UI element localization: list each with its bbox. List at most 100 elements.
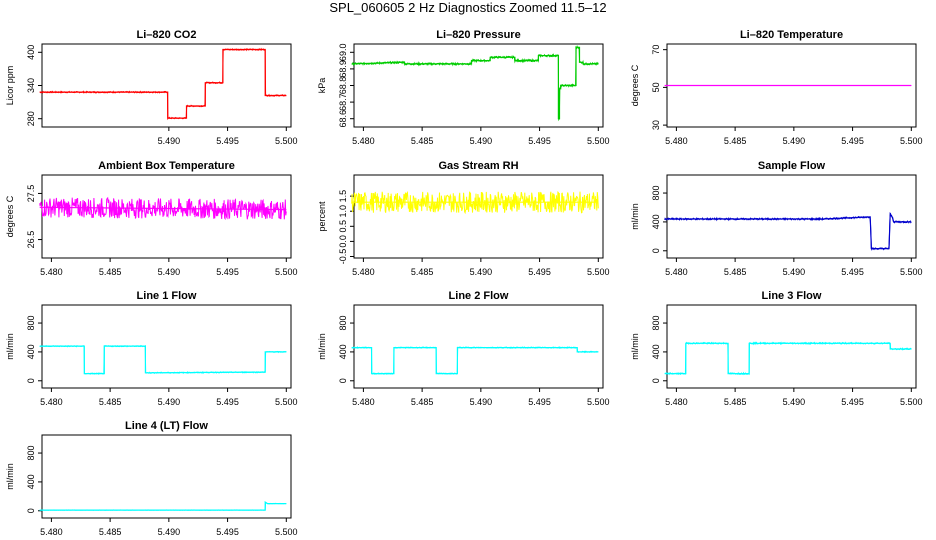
y-axis-label: Licor ppm xyxy=(5,66,15,106)
y-tick-label: 400 xyxy=(338,344,348,359)
x-tick-label: 5.480 xyxy=(665,136,688,146)
x-tick-label: 5.490 xyxy=(470,397,493,407)
x-tick-label: 5.485 xyxy=(99,267,122,277)
x-tick-label: 5.480 xyxy=(352,397,375,407)
x-tick-label: 5.500 xyxy=(900,136,923,146)
x-tick-label: 5.500 xyxy=(275,397,298,407)
y-tick-label: 0.0 xyxy=(338,235,348,248)
x-tick-label: 5.495 xyxy=(841,397,864,407)
plot-frame xyxy=(666,304,917,389)
y-tick-label: 800 xyxy=(26,316,36,331)
plot-frame xyxy=(353,304,604,389)
chart-title: Ambient Box Temperature xyxy=(98,160,235,172)
y-tick-label: 280 xyxy=(26,111,36,126)
x-tick-label: 5.490 xyxy=(158,397,181,407)
x-tick-label: 5.485 xyxy=(724,136,747,146)
chart-title: Line 1 Flow xyxy=(137,290,197,302)
x-tick-label: 5.495 xyxy=(216,397,239,407)
x-tick-label: 5.480 xyxy=(40,527,63,537)
x-tick-label: 5.500 xyxy=(587,267,610,277)
y-tick-label: 0 xyxy=(651,248,661,253)
x-tick-label: 5.500 xyxy=(900,397,923,407)
chart-panel-2: Li–820 Pressure kPa 5.480 5.485 5.490 5.495 5.… xyxy=(317,29,610,146)
chart-panel-8: Line 2 Flow ml/min 5.480 5.485 5.490 5.495 5.5… xyxy=(317,290,610,407)
x-tick-label: 5.485 xyxy=(724,397,747,407)
series-line xyxy=(39,196,287,221)
x-tick-label: 5.495 xyxy=(528,136,551,146)
series-line xyxy=(664,341,912,376)
y-tick-label: -0.5 xyxy=(338,249,348,265)
x-tick-label: 5.495 xyxy=(841,267,864,277)
series-line xyxy=(664,212,912,251)
y-tick-label: 68.9 xyxy=(338,60,348,78)
x-tick-label: 5.485 xyxy=(411,397,434,407)
chart-title: Li–820 Pressure xyxy=(436,29,520,41)
x-tick-label: 5.490 xyxy=(470,267,493,277)
y-axis-label: percent xyxy=(317,201,327,232)
x-tick-label: 5.480 xyxy=(40,267,63,277)
y-axis-label: ml/min xyxy=(5,333,15,360)
plot-frame xyxy=(353,174,604,259)
x-tick-label: 5.500 xyxy=(900,267,923,277)
series-line-base xyxy=(351,347,599,375)
y-tick-label: 27.5 xyxy=(26,185,36,203)
y-tick-label: 68.7 xyxy=(338,93,348,111)
plot-frame xyxy=(41,174,292,259)
series-line-base xyxy=(39,48,287,119)
y-tick-label: 30 xyxy=(651,120,661,130)
y-tick-label: 400 xyxy=(26,45,36,60)
series-line xyxy=(351,45,599,122)
chart-title: Line 2 Flow xyxy=(449,290,509,302)
x-tick-label: 5.500 xyxy=(275,136,298,146)
y-tick-label: 0 xyxy=(26,378,36,383)
series-line xyxy=(351,190,599,215)
x-tick-label: 5.490 xyxy=(783,267,806,277)
y-tick-label: 26.5 xyxy=(26,231,36,249)
x-tick-label: 5.490 xyxy=(158,136,181,146)
y-axis-label: ml/min xyxy=(317,333,327,360)
y-axis-label: ml/min xyxy=(630,333,640,360)
y-tick-label: 0 xyxy=(651,378,661,383)
y-axis-label: ml/min xyxy=(630,203,640,230)
figure-title: SPL_060605 2 Hz Diagnostics Zoomed 11.5–… xyxy=(329,0,607,15)
plot-frame xyxy=(41,43,292,128)
y-tick-label: 340 xyxy=(26,78,36,93)
series-line-base xyxy=(664,342,912,375)
x-tick-label: 5.485 xyxy=(99,397,122,407)
y-tick-label: 1.5 xyxy=(338,190,348,203)
chart-panel-1: Li–820 CO2 Licor ppm 5.490 5.495 5.500 280 340… xyxy=(5,29,298,146)
x-tick-label: 5.485 xyxy=(99,527,122,537)
chart-panel-3: Li–820 Temperature degrees C 5.480 5.485 5.4… xyxy=(630,29,923,146)
x-tick-label: 5.485 xyxy=(411,136,434,146)
chart-title: Li–820 Temperature xyxy=(740,29,843,41)
y-tick-label: 400 xyxy=(26,344,36,359)
x-tick-label: 5.480 xyxy=(40,397,63,407)
x-tick-label: 5.495 xyxy=(216,267,239,277)
y-tick-label: 800 xyxy=(26,446,36,461)
y-tick-label: 0 xyxy=(338,378,348,383)
x-tick-label: 5.480 xyxy=(352,136,375,146)
x-tick-label: 5.495 xyxy=(216,527,239,537)
y-axis-label: degrees C xyxy=(5,195,15,237)
y-tick-label: 400 xyxy=(651,214,661,229)
chart-title: Line 3 Flow xyxy=(762,290,822,302)
y-tick-label: 400 xyxy=(651,344,661,359)
x-tick-label: 5.500 xyxy=(275,527,298,537)
x-tick-label: 5.480 xyxy=(665,397,688,407)
y-axis-label: degrees C xyxy=(630,64,640,106)
chart-title: Li–820 CO2 xyxy=(137,29,197,41)
x-tick-label: 5.485 xyxy=(724,267,747,277)
series-line xyxy=(39,47,287,121)
x-tick-label: 5.495 xyxy=(528,267,551,277)
x-tick-label: 5.495 xyxy=(528,397,551,407)
chart-panel-6: Sample Flow ml/min 5.480 5.485 5.490 5.495 5.5… xyxy=(630,160,923,277)
y-tick-label: 70 xyxy=(651,45,661,55)
y-tick-label: 68.8 xyxy=(338,77,348,95)
chart-panel-7: Line 1 Flow ml/min 5.480 5.485 5.490 5.495 5.5… xyxy=(5,290,298,407)
plot-frame xyxy=(666,174,917,259)
chart-title: Gas Stream RH xyxy=(438,160,518,172)
x-tick-label: 5.500 xyxy=(587,136,610,146)
x-tick-label: 5.490 xyxy=(783,397,806,407)
x-tick-label: 5.490 xyxy=(783,136,806,146)
x-tick-label: 5.500 xyxy=(587,397,610,407)
